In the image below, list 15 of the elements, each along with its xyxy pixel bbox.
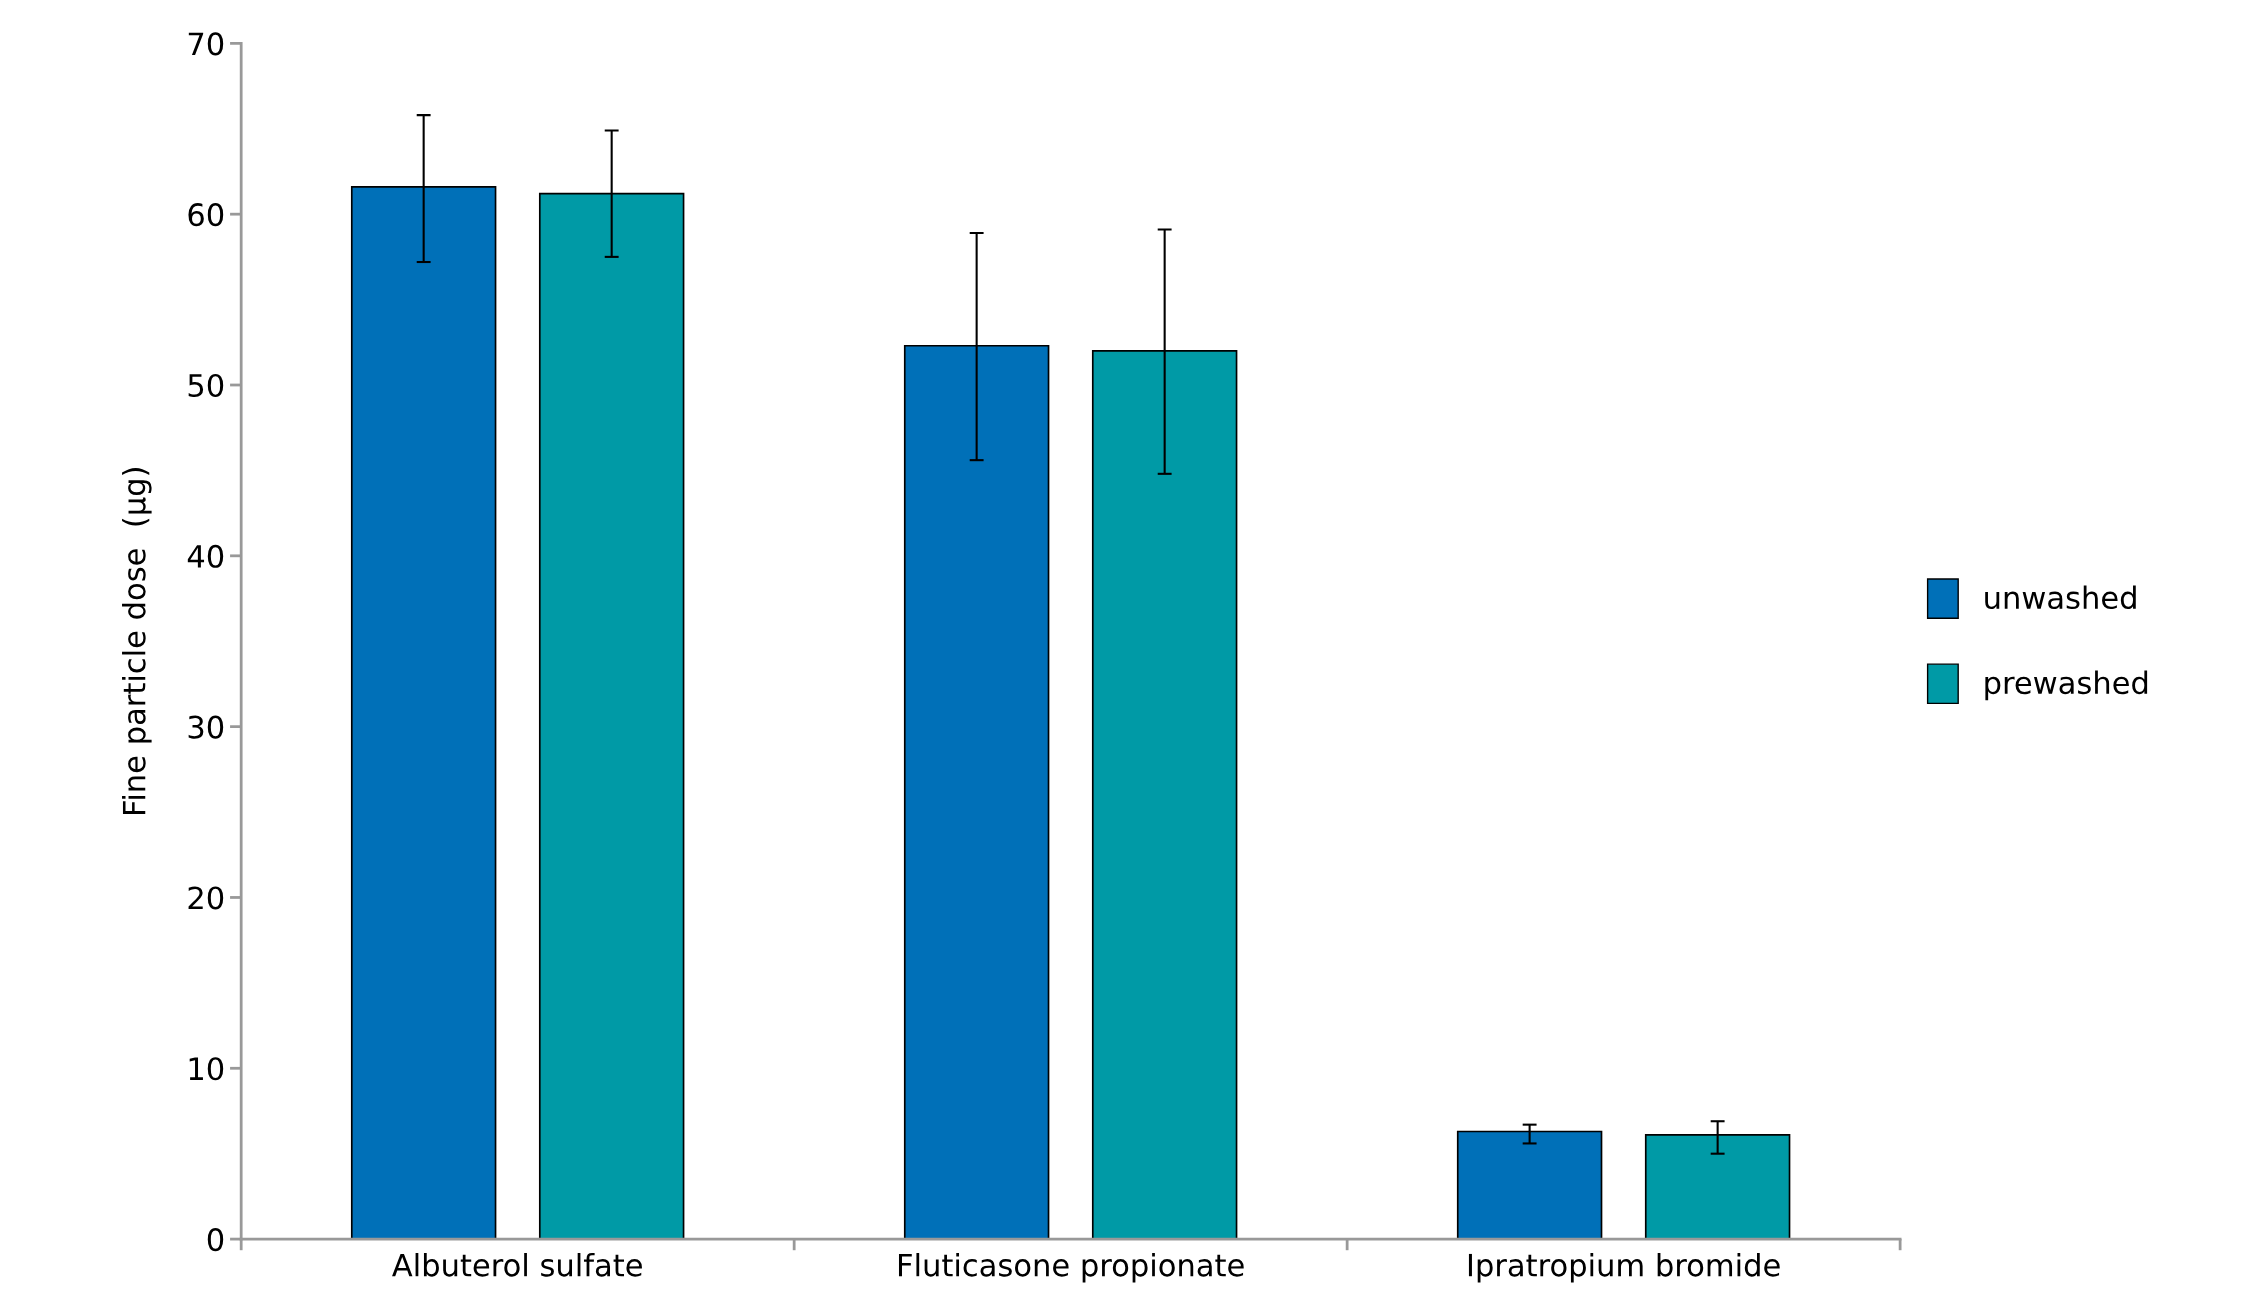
y-tick-label: 70 — [188, 32, 224, 56]
x-tick-label: Albuterol sulfate — [392, 1252, 642, 1277]
y-tick-label: 40 — [187, 544, 224, 568]
y-tick-label: 20 — [188, 886, 224, 910]
legend-label: prewashed — [1985, 670, 2148, 701]
y-tick-label: 30 — [188, 715, 224, 739]
y-tick-label: 50 — [188, 373, 224, 398]
bar — [1456, 1130, 1603, 1240]
x-tick-label: Ipratropium bromide — [1468, 1252, 1780, 1283]
y-tick-label: 10 — [189, 1057, 224, 1081]
legend-label: unwashed — [1985, 585, 2136, 610]
y-tick-label: 0 — [207, 1228, 224, 1252]
y-axis-title: Fine particle dose (µg) — [122, 468, 152, 815]
x-tick-label: Fluticasone propionate — [898, 1252, 1244, 1283]
y-tick-label: 60 — [188, 203, 224, 227]
